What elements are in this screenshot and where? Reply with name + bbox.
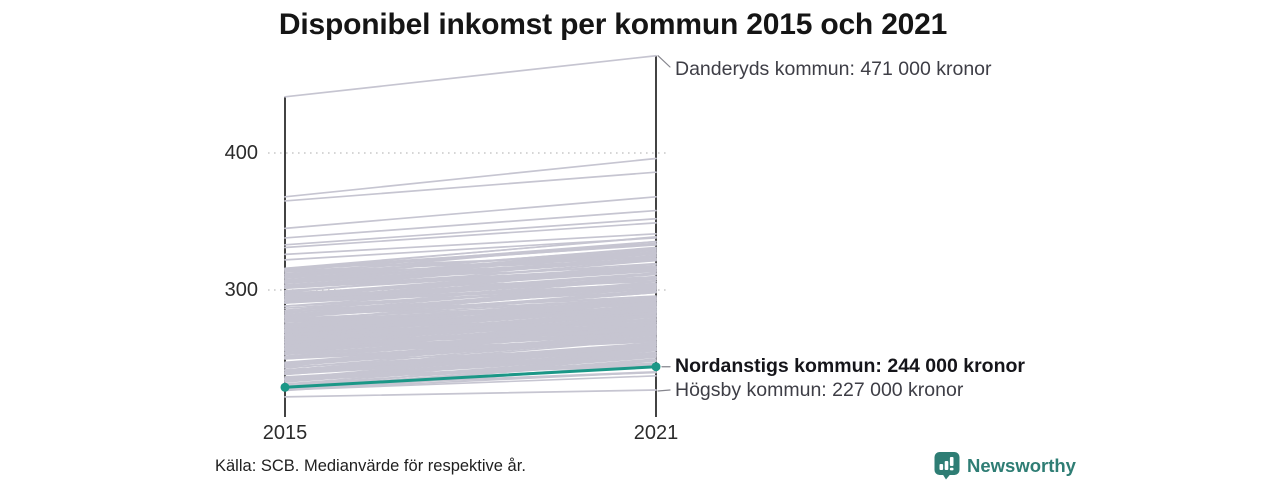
source-note: Källa: SCB. Medianvärde för respektive å… [215, 457, 526, 475]
newsworthy-logo-text: Newsworthy [967, 454, 1076, 476]
annotation-nordanstig: Nordanstigs kommun: 244 000 kronor [675, 355, 1026, 377]
x-axis-label-2015: 2015 [262, 422, 308, 444]
y-axis-tick-400: 400 [224, 142, 258, 164]
annotation-hogsby: Högsby kommun: 227 000 kronor [675, 379, 964, 401]
y-axis-tick-300: 300 [224, 279, 258, 301]
x-axis-label-2021: 2021 [633, 422, 679, 444]
newsworthy-logo-icon [934, 451, 960, 480]
annotation-danderyd: Danderyds kommun: 471 000 kronor [675, 58, 992, 80]
newsworthy-logo[interactable]: Newsworthy [934, 451, 1076, 480]
chart-title: Disponibel inkomst per kommun 2015 och 2… [278, 8, 948, 41]
